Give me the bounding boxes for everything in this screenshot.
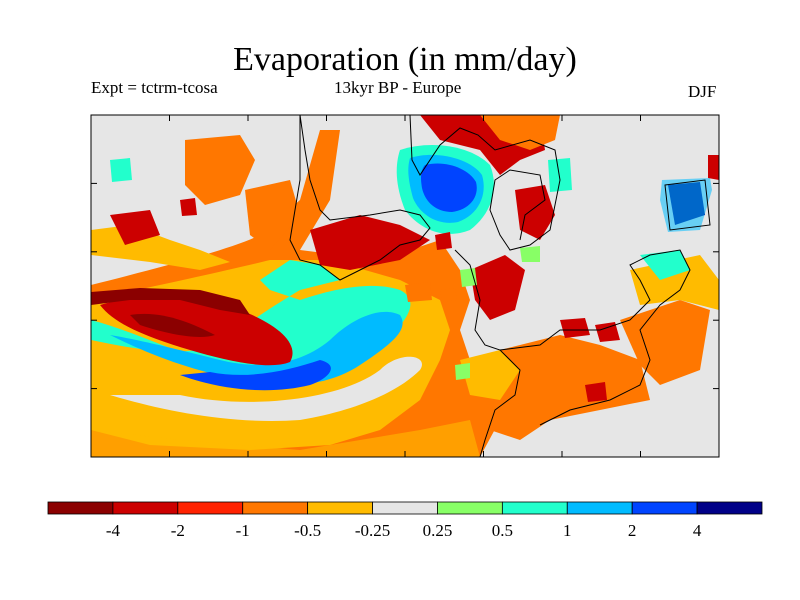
colorbar-tick-label: 4 [693, 521, 702, 540]
field-layer [91, 115, 719, 457]
barents-orange [480, 115, 560, 150]
ocean-neutral-core [110, 356, 422, 421]
colorbar-labels: -4 -2 -1 -0.5 -0.25 0.25 0.5 1 2 4 [106, 521, 702, 540]
coastline [289, 115, 711, 457]
colorbar-boxes [47, 501, 763, 515]
colorbar-box [566, 501, 633, 515]
iberia-yellow [460, 350, 520, 400]
small-green-ne [460, 246, 540, 287]
baffin-orange [245, 180, 300, 250]
colorbar-box [47, 501, 114, 515]
colorbar-box [112, 501, 179, 515]
colorbar-tick-label: -2 [171, 521, 185, 540]
colorbar-tick-label: -0.25 [355, 521, 390, 540]
celtic-red [435, 232, 452, 250]
mediterranean-orange [620, 300, 710, 385]
colorbar-box [372, 501, 438, 515]
north-atlantic-orange [185, 135, 255, 205]
arctic-east-lightblue [660, 178, 712, 232]
colorbar-box [501, 501, 568, 515]
small-green-coast [455, 363, 470, 380]
colorbar-tick-label: -1 [236, 521, 250, 540]
colorbar-box [437, 501, 503, 515]
colorbar-box [696, 501, 763, 515]
greenland-sea-red [310, 215, 430, 270]
ocean-anomaly-blue [180, 360, 331, 391]
period-region-label: 13kyr BP - Europe [334, 78, 462, 97]
colorbar-tick-label: 2 [628, 521, 637, 540]
colorbar-tick-label: 0.25 [423, 521, 453, 540]
experiment-label: Expt = tctrm-tcosa [91, 78, 218, 97]
coast-anomaly-red-strip [91, 288, 250, 315]
norwegian-sea-blue [421, 163, 477, 212]
eastern-red-spots [560, 318, 620, 402]
labrador-red [110, 210, 160, 245]
northsea-red [470, 255, 525, 320]
ocean-anomaly-light-orange [91, 420, 480, 457]
season-label: DJF [688, 82, 717, 101]
small-cyan-east [548, 158, 572, 192]
colorbar-box [307, 501, 373, 515]
page-title: Evaporation (in mm/day) [233, 41, 577, 78]
colorbar-box [631, 501, 698, 515]
colorbar-tick-label: 1 [563, 521, 572, 540]
small-cyan-west [110, 158, 132, 182]
ocean-anomaly-dark-red [130, 313, 215, 337]
iceland-orange-patch [405, 282, 457, 302]
arctic-east-red [708, 155, 719, 180]
colorbar-tick-label: 0.5 [492, 521, 513, 540]
colorbar-box [177, 501, 244, 515]
east-cyan [640, 250, 690, 280]
north-atlantic-red-spot [180, 198, 197, 216]
colorbar-tick-label: -4 [106, 521, 121, 540]
colorbar-tick-label: -0.5 [294, 521, 321, 540]
colorbar-box [242, 501, 309, 515]
iberia-orange [490, 335, 650, 440]
map-ticks [91, 115, 719, 457]
